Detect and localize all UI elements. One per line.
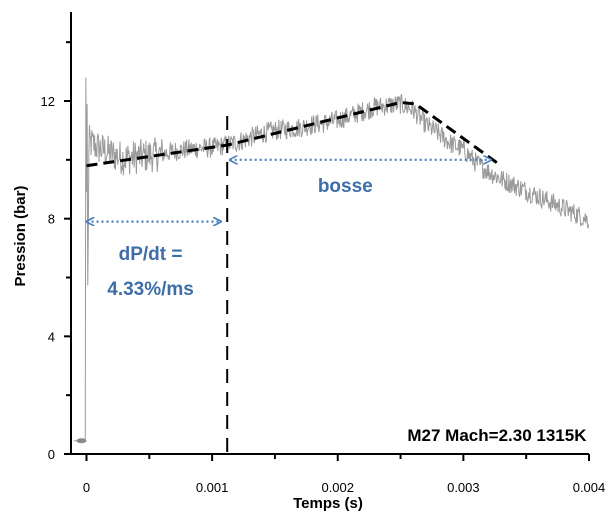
x-tick-label: 0.003 bbox=[447, 480, 480, 495]
baseline-marker bbox=[76, 438, 87, 444]
x-axis-title: Temps (s) bbox=[293, 495, 363, 512]
annotation-label: 4.33%/ms bbox=[107, 279, 194, 300]
y-tick-label: 12 bbox=[41, 94, 55, 109]
y-axis-title: Pression (bar) bbox=[12, 186, 29, 287]
y-tick-label: 8 bbox=[48, 212, 55, 227]
pressure-trace-series bbox=[73, 77, 590, 442]
x-tick-label: 0.002 bbox=[321, 480, 354, 495]
x-tick-label: 0 bbox=[83, 480, 90, 495]
x-tick-label: 0.004 bbox=[573, 480, 606, 495]
annotation-label: dP/dt = bbox=[119, 244, 183, 265]
y-tick-label: 4 bbox=[48, 329, 55, 344]
tick-layer: 0 0.001 0.002 0.003 0.004 0 4 8 12 bbox=[41, 41, 606, 495]
annotation-label: bosse bbox=[318, 176, 373, 197]
plot-frame bbox=[70, 12, 589, 455]
x-tick-label: 0.001 bbox=[196, 480, 229, 495]
run-info-label: M27 Mach=2.30 1315K bbox=[407, 426, 587, 445]
y-tick-label: 0 bbox=[48, 447, 55, 462]
fit-dashed-line-series bbox=[86, 100, 502, 168]
series-layer bbox=[73, 77, 590, 444]
annotation-layer: bosse dP/dt = 4.33%/ms M27 Mach=2.30 1315K bbox=[87, 116, 587, 452]
